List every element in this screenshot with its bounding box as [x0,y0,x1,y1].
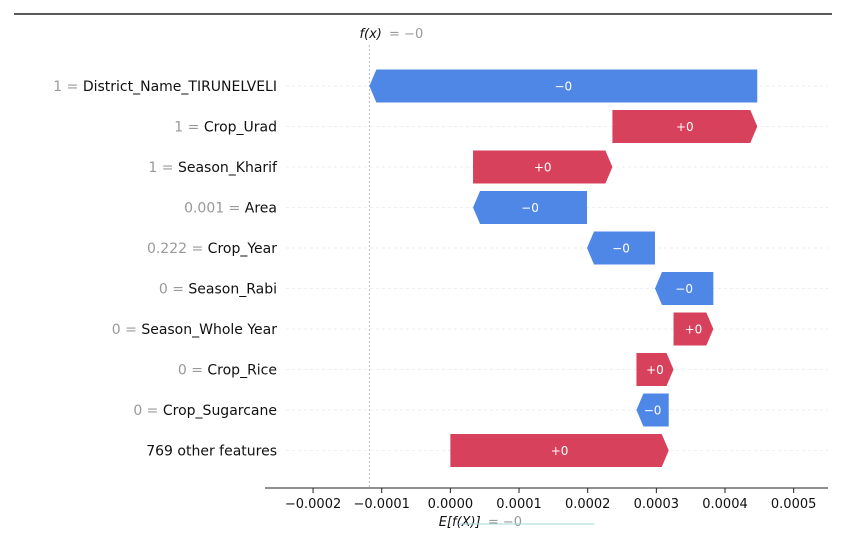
feature-value: 0.001 = [184,201,245,217]
feature-value: 0 = [178,363,208,379]
feature-label: 0 = Season_Whole Year [112,322,277,338]
contribution-bar [450,434,669,467]
feature-name: Crop_Sugarcane [163,403,277,419]
feature-row: 1 = Crop_Urad +0 [174,110,828,143]
feature-row: 1 = Season_Kharif +0 [148,150,828,184]
feature-value: 0 = [159,282,189,298]
feature-name: Season_Kharif [178,160,278,176]
contribution-bar [587,231,655,265]
contribution-bar [473,191,588,224]
feature-name: 769 other features [146,444,277,460]
feature-value: 0 = [133,403,163,419]
feature-label: 1 = District_Name_TIRUNELVELI [53,79,277,95]
feature-label: 0.222 = Crop_Year [147,241,277,257]
contribution-bar [612,110,758,143]
rows-group: 1 = District_Name_TIRUNELVELI −0 1 = Crop_… [53,69,828,467]
feature-name: Season_Rabi [188,282,277,298]
feature-name: Season_Whole Year [141,322,277,338]
feature-value: 0 = [112,322,142,338]
contribution-bar [636,393,669,427]
feature-label: 1 = Season_Kharif [148,160,278,176]
feature-label: 0.001 = Area [184,201,277,217]
x-axis-ticks: −0.0002 −0.0001 0.0000 0.0001 0.0002 0.0003 0.… [285,488,817,512]
feature-name: Crop_Urad [204,120,277,136]
contribution-bar [636,353,674,386]
x-tick-label: −0.0001 [354,497,410,512]
contribution-bar [673,312,714,346]
contribution-bar [473,150,613,184]
x-tick-label: 0.0002 [565,497,611,512]
ex-value: = −0 [488,515,522,530]
bar-value-label: −0 [554,80,572,94]
ex-label: E[f(X)] [439,515,481,530]
feature-label: 0 = Crop_Rice [178,363,277,379]
fx-label: f(x) [359,27,381,42]
contribution-bar [654,272,714,305]
x-tick-label: 0.0003 [634,497,680,512]
bar-value-label: −0 [612,242,630,256]
feature-value: 1 = [53,79,83,95]
x-tick-label: −0.0002 [285,497,341,512]
feature-name: District_Name_TIRUNELVELI [83,79,277,95]
feature-name: Crop_Rice [207,363,277,379]
feature-name: Area [245,201,277,217]
feature-row: 1 = District_Name_TIRUNELVELI −0 [53,69,828,103]
bar-value-label: +0 [534,161,552,175]
bar-value-label: −0 [521,201,539,215]
feature-value: 1 = [148,160,178,176]
x-tick-label: 0.0001 [496,497,542,512]
fx-value: = −0 [389,27,423,42]
feature-row: 0 = Season_Rabi −0 [159,272,828,305]
bar-value-label: +0 [646,363,664,377]
feature-value: 1 = [174,120,204,136]
contribution-bar [369,69,758,103]
feature-label: 769 other features [146,444,277,460]
feature-row: 0.222 = Crop_Year −0 [147,231,828,265]
feature-row: 769 other features +0 [146,434,828,467]
bar-value-label: −0 [644,404,662,418]
fx-annotation: f(x) = −0 [359,27,423,42]
feature-row: 0 = Season_Whole Year +0 [112,312,828,346]
bar-value-label: +0 [551,444,569,458]
x-tick-label: 0.0000 [428,497,474,512]
feature-row: 0.001 = Area −0 [184,191,828,224]
x-tick-label: 0.0004 [702,497,748,512]
feature-name: Crop_Year [208,241,278,257]
feature-label: 0 = Season_Rabi [159,282,277,298]
bar-value-label: +0 [685,323,703,337]
x-tick-label: 0.0005 [771,497,817,512]
ex-annotation: E[f(X)] = −0 [439,515,522,530]
feature-value: 0.222 = [147,241,208,257]
feature-label: 1 = Crop_Urad [174,120,277,136]
bar-value-label: −0 [675,282,693,296]
feature-row: 0 = Crop_Rice +0 [178,353,828,386]
feature-label: 0 = Crop_Sugarcane [133,403,277,419]
feature-row: 0 = Crop_Sugarcane −0 [133,393,828,427]
bar-value-label: +0 [676,120,694,134]
